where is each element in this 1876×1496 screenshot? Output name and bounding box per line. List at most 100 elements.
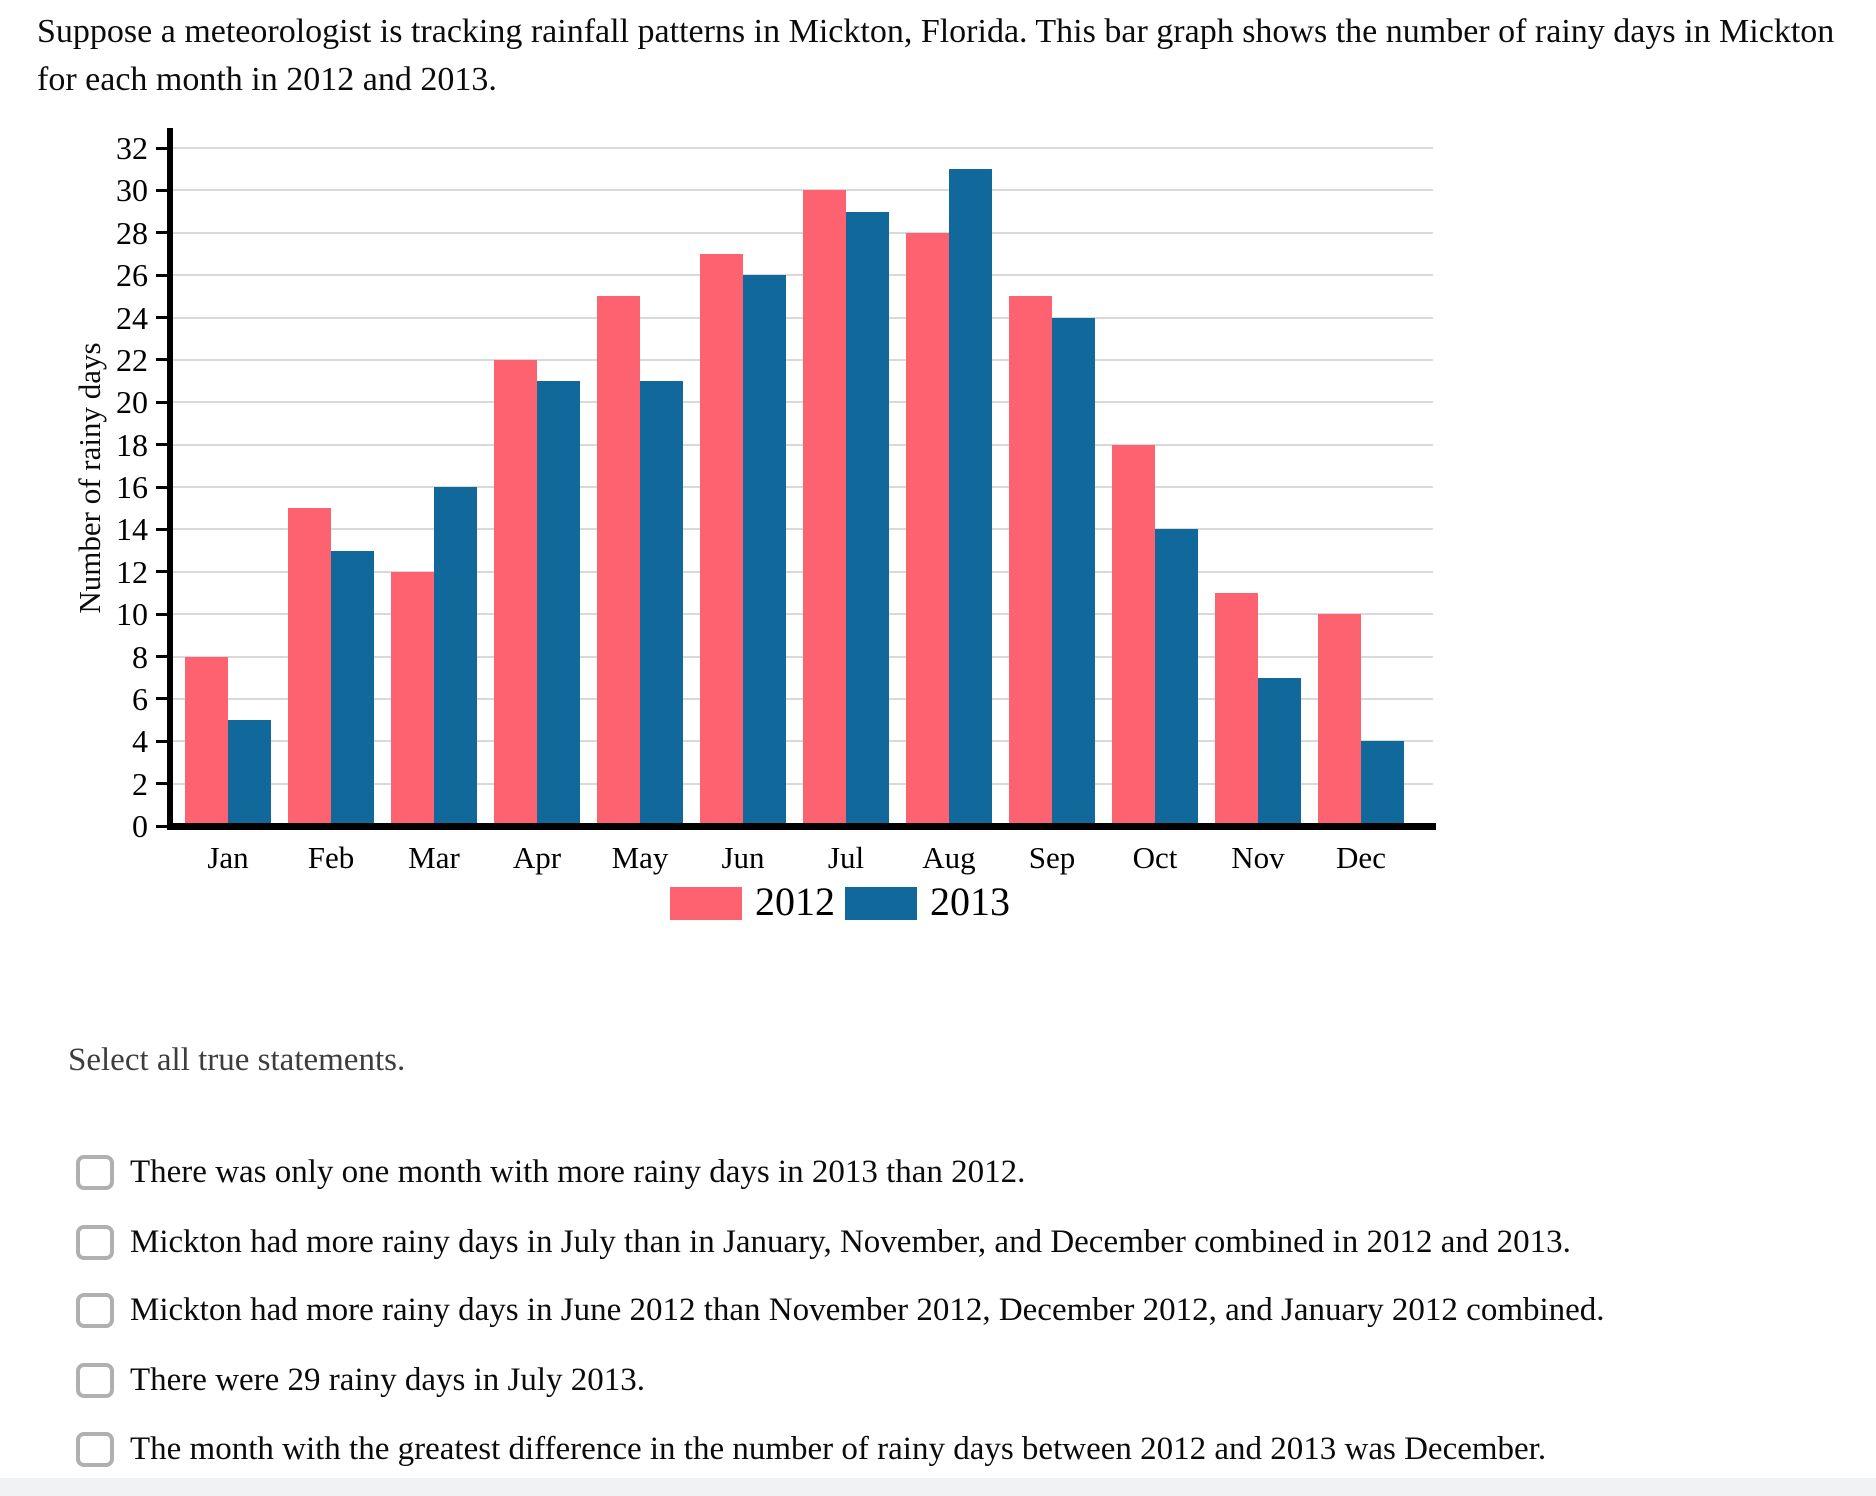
- bar-2013-sep: [1052, 317, 1095, 826]
- statement-checkbox-4[interactable]: [76, 1362, 114, 1398]
- y-axis-tick: [156, 527, 170, 531]
- bar-2012-dec: [1318, 614, 1361, 826]
- statement-option-1: There was only one month with more rainy…: [76, 1150, 1025, 1194]
- x-axis-label-feb: Feb: [307, 840, 355, 875]
- gridline: [172, 147, 1433, 149]
- statement-option-2: Mickton had more rainy days in July than…: [76, 1220, 1571, 1264]
- y-axis-tick-label: 8: [132, 638, 148, 675]
- y-axis-tick: [156, 782, 170, 786]
- bar-chart: Number of rainy days 0 2 4 6 8 10 12 14 16 18 20 22…: [72, 128, 1436, 924]
- y-axis-tick-label: 32: [116, 130, 148, 166]
- x-axis-label-jul: Jul: [827, 840, 865, 875]
- y-axis-tick: [156, 824, 170, 828]
- statement-label-4: There were 29 rainy days in July 2013.: [130, 1361, 646, 1398]
- statement-checkbox-3[interactable]: [76, 1292, 114, 1328]
- x-axis-label-dec: Dec: [1336, 840, 1386, 875]
- gridline: [172, 358, 1433, 361]
- y-axis-tick-label: 2: [132, 765, 148, 802]
- bar-2012-jul: [803, 190, 846, 826]
- bar-2013-aug: [949, 169, 992, 826]
- bar-2013-dec: [1361, 741, 1404, 826]
- bar-2012-feb: [288, 508, 331, 826]
- y-axis-tick-label: 10: [116, 596, 148, 633]
- bar-2013-apr: [537, 381, 580, 826]
- bar-2013-oct: [1155, 529, 1198, 826]
- y-axis-tick: [156, 146, 170, 150]
- gridline: [172, 697, 1433, 700]
- gridline: [172, 782, 1433, 785]
- gridline: [172, 443, 1433, 446]
- legend-swatch-2012: [670, 887, 742, 920]
- statement-option-4: There were 29 rainy days in July 2013.: [76, 1358, 645, 1402]
- x-axis-label-mar: Mar: [408, 840, 460, 875]
- statement-label-3: Mickton had more rainy days in June 2012…: [130, 1291, 1605, 1328]
- x-axis-line: [167, 823, 1436, 830]
- y-axis-tick-label: 22: [116, 341, 148, 378]
- gridline: [172, 401, 1433, 404]
- y-axis-tick: [156, 485, 170, 489]
- bar-2012-apr: [494, 359, 537, 826]
- statement-checkbox-2[interactable]: [76, 1224, 114, 1260]
- statement-option-5: The month with the greatest difference i…: [76, 1427, 1546, 1471]
- gridline: [172, 655, 1433, 658]
- statement-label-2: Mickton had more rainy days in July than…: [130, 1223, 1571, 1260]
- y-axis-tick-label: 14: [116, 511, 148, 548]
- bar-2012-oct: [1112, 444, 1155, 826]
- y-axis-tick: [156, 443, 170, 447]
- x-axis-label-sep: Sep: [1028, 840, 1076, 875]
- gridline: [172, 740, 1433, 743]
- legend-swatch-2013: [845, 887, 917, 920]
- bar-2013-jan: [228, 720, 271, 826]
- y-axis-tick-label: 26: [116, 257, 148, 294]
- y-axis-tick-label: 18: [116, 426, 148, 463]
- gridline: [172, 528, 1433, 531]
- bar-2013-nov: [1258, 677, 1301, 826]
- gridline: [172, 486, 1433, 488]
- x-axis-label-jun: Jun: [721, 840, 765, 875]
- y-axis-tick: [156, 697, 170, 701]
- question-prompt: Suppose a meteorologist is tracking rain…: [37, 13, 1835, 98]
- y-axis-tick: [156, 358, 170, 362]
- y-axis-tick-label: 6: [132, 680, 148, 717]
- bar-2013-jul: [846, 211, 889, 826]
- y-axis-tick: [156, 739, 170, 743]
- y-axis-tick-label: 28: [116, 214, 148, 251]
- x-axis-label-jan: Jan: [207, 840, 249, 875]
- gridline: [172, 274, 1433, 277]
- y-axis-tick-label: 16: [116, 469, 148, 505]
- y-axis-tick-label: 30: [116, 172, 148, 209]
- y-axis-tick-label: 24: [116, 299, 148, 336]
- bar-2012-mar: [391, 571, 434, 826]
- bar-2012-jun: [700, 253, 743, 826]
- statement-label-5: The month with the greatest difference i…: [130, 1430, 1547, 1467]
- y-axis-tick: [156, 231, 170, 235]
- legend-label-2013: 2013: [930, 879, 1010, 924]
- bar-2012-may: [597, 296, 640, 826]
- y-axis-tick-label: 4: [132, 723, 148, 760]
- y-axis-tick-label: 12: [116, 553, 148, 590]
- gridline: [172, 613, 1433, 616]
- y-axis-tick: [156, 188, 170, 192]
- bar-2012-aug: [906, 232, 949, 826]
- bar-2013-may: [640, 381, 683, 826]
- statement-checkbox-5[interactable]: [76, 1431, 114, 1467]
- bar-2013-mar: [434, 487, 477, 826]
- bar-2012-nov: [1215, 592, 1258, 826]
- y-axis-tick-label: 20: [116, 384, 148, 421]
- y-axis-tick-label: 0: [132, 808, 148, 844]
- statement-checkbox-1[interactable]: [76, 1154, 114, 1190]
- bar-2012-jan: [185, 656, 228, 826]
- y-axis-tick: [156, 400, 170, 404]
- y-axis-tick: [156, 316, 170, 319]
- x-axis-label-apr: Apr: [512, 840, 562, 875]
- gridline: [172, 570, 1433, 573]
- y-axis-tick: [156, 570, 170, 574]
- bar-2013-feb: [331, 550, 374, 826]
- legend-label-2012: 2012: [755, 879, 835, 924]
- gridline: [172, 189, 1433, 192]
- y-axis-tick: [156, 655, 170, 658]
- bar-2012-sep: [1009, 296, 1052, 826]
- y-axis-tick: [156, 612, 170, 616]
- bar-2013-jun: [743, 275, 786, 826]
- y-axis-line: [167, 128, 173, 830]
